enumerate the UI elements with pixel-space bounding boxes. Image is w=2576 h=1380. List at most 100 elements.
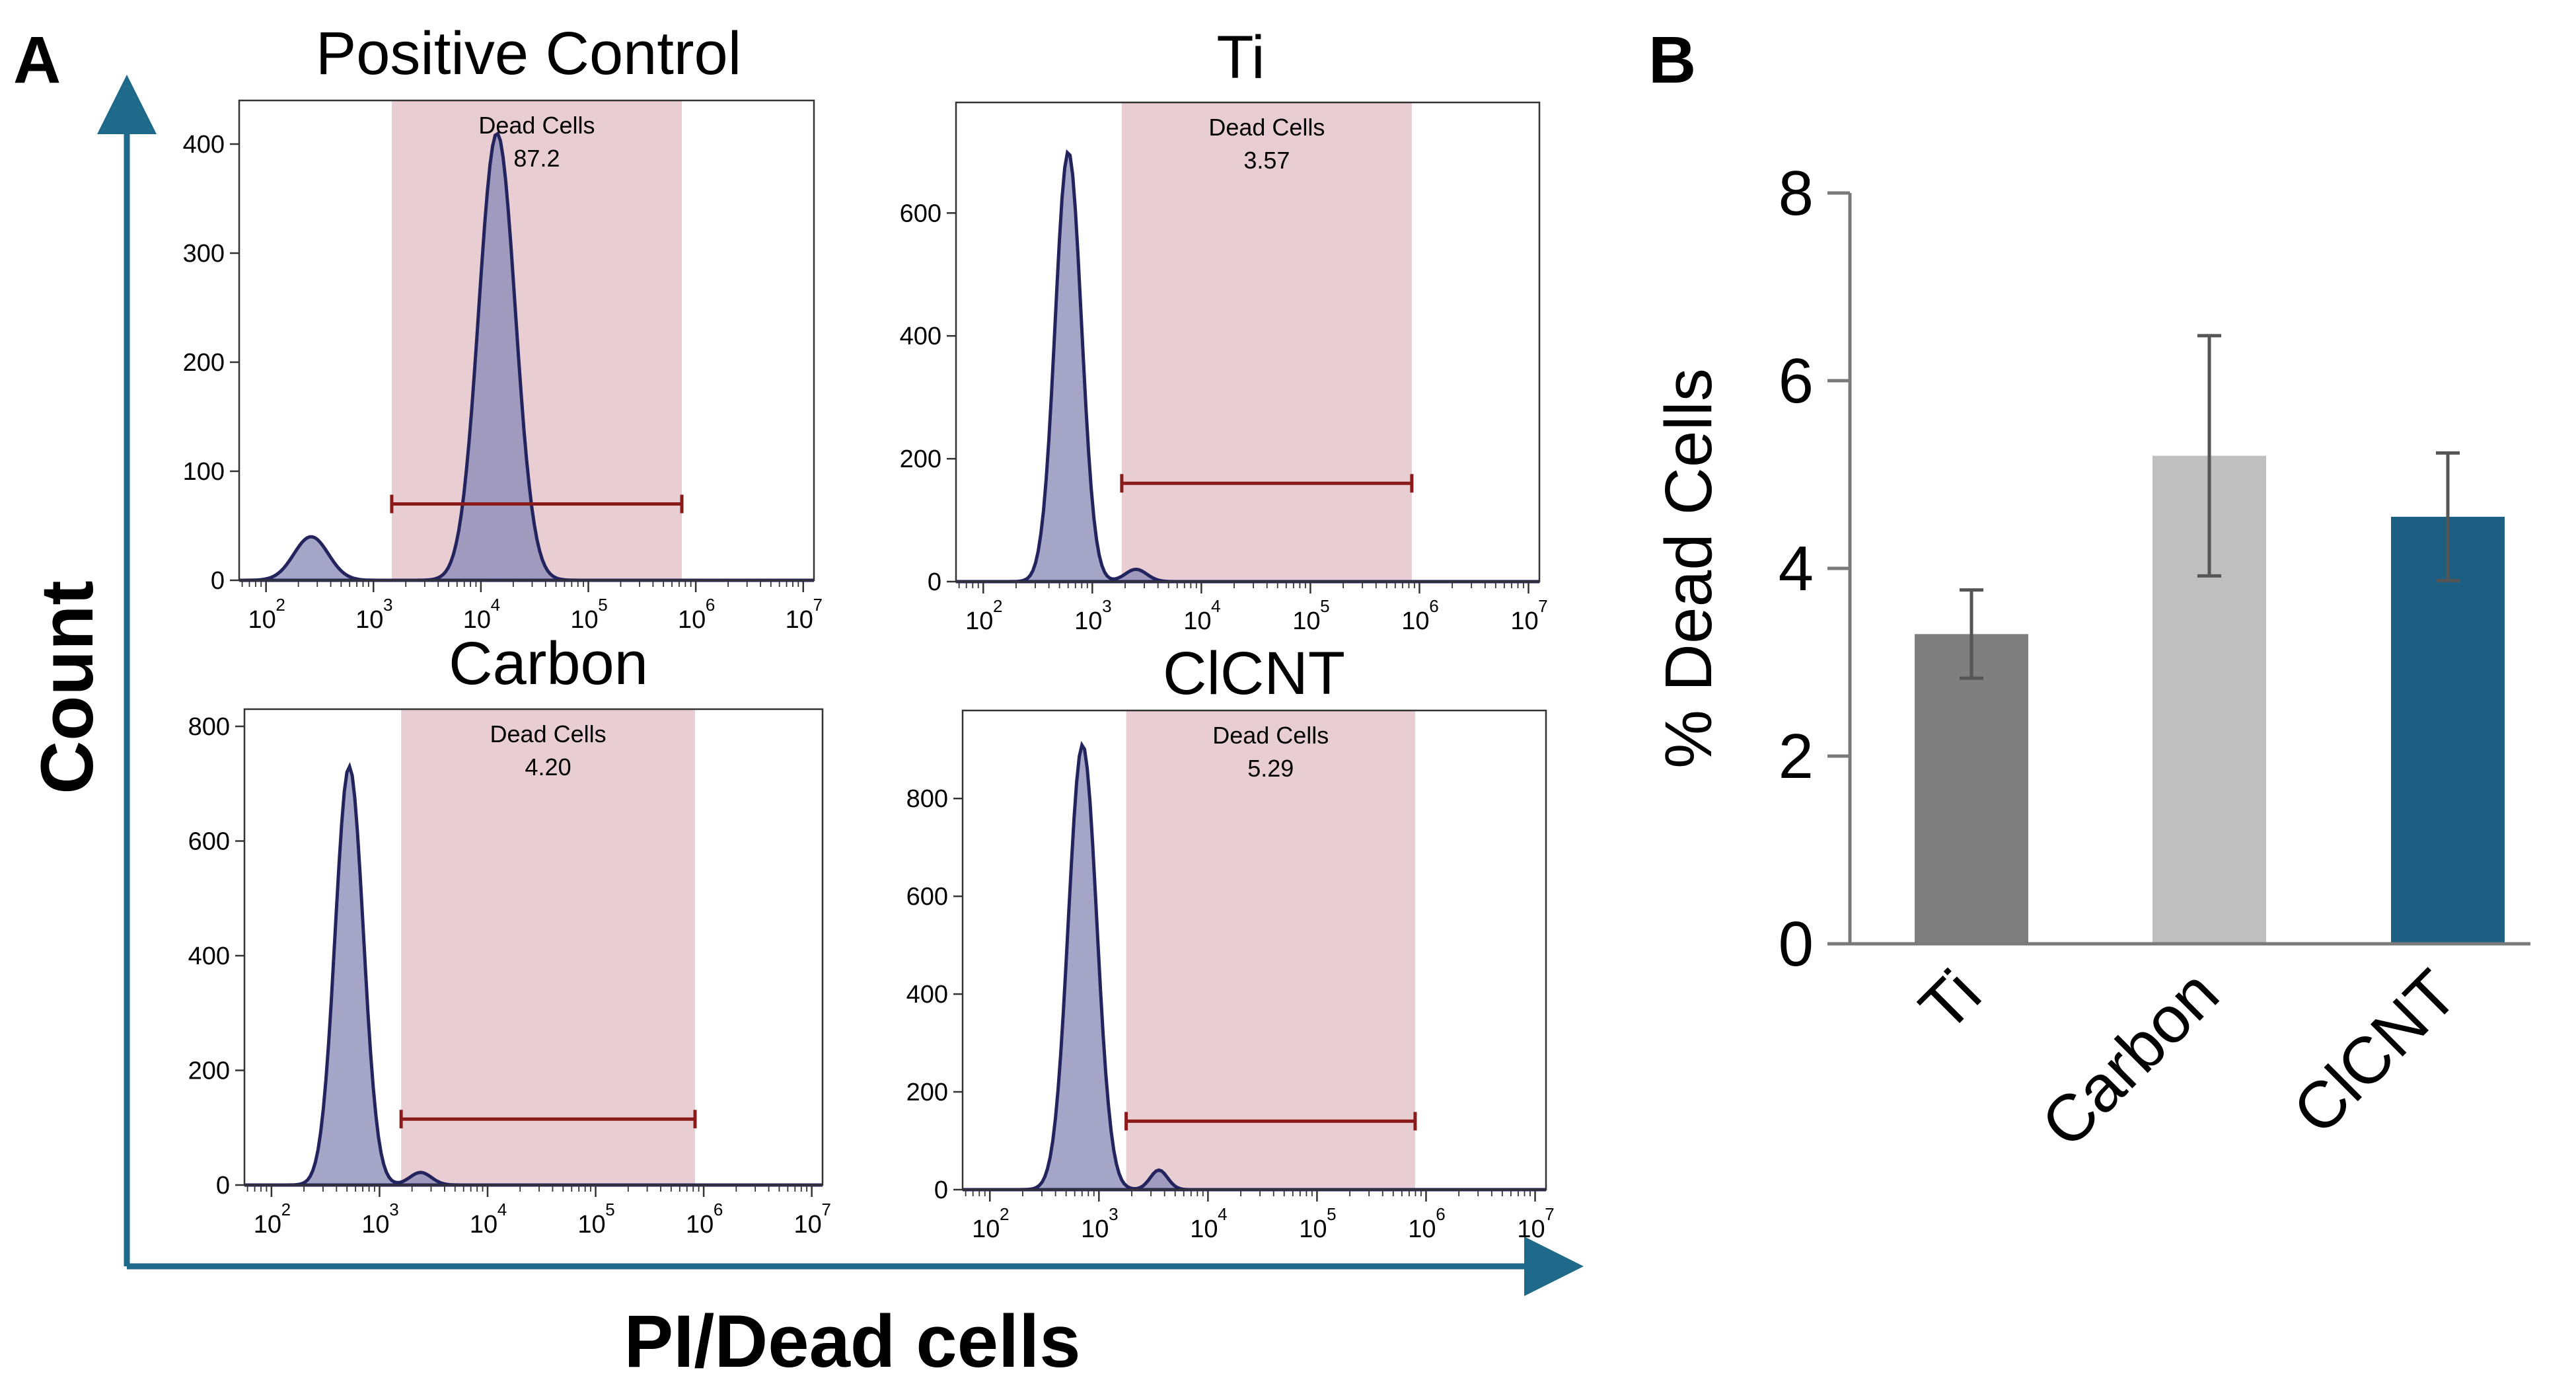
x-tick-base: 10 xyxy=(463,606,491,634)
gate-region xyxy=(1126,710,1415,1190)
x-tick-exponent: 2 xyxy=(993,596,1002,616)
x-tick-base: 10 xyxy=(1190,1215,1218,1243)
x-tick-base: 10 xyxy=(1292,607,1320,635)
gate-region xyxy=(401,709,696,1185)
gate-label: Dead Cells xyxy=(490,720,607,748)
x-tick-base: 10 xyxy=(1183,607,1211,635)
x-tick-label: Ti xyxy=(1905,956,1995,1045)
gate-value: 3.57 xyxy=(1243,147,1290,174)
y-tick-label: 400 xyxy=(900,323,941,350)
x-tick-base: 10 xyxy=(786,606,813,634)
flow-panel-title: Positive Control xyxy=(316,20,741,87)
flow-panel-positive-control: Dead Cells 87.2 Positive Control 0 100 200 300… xyxy=(183,20,823,634)
x-tick-exponent: 3 xyxy=(389,1200,398,1219)
x-tick-base: 10 xyxy=(1299,1215,1327,1243)
flow-panel-title: ClCNT xyxy=(1163,640,1345,707)
x-tick-base: 10 xyxy=(577,1211,605,1239)
plot-frame xyxy=(961,709,1547,1191)
flow-panel-title: Carbon xyxy=(449,630,648,697)
x-tick-exponent: 5 xyxy=(1327,1204,1336,1224)
plot-frame xyxy=(238,99,815,582)
x-tick-exponent: 4 xyxy=(1211,596,1220,616)
y-tick-label: 100 xyxy=(183,458,225,486)
x-tick-label: ClCNT xyxy=(2279,956,2471,1148)
x-tick-base: 10 xyxy=(1074,607,1102,635)
x-tick-base: 10 xyxy=(686,1211,714,1239)
flow-panel-clcnt: Dead Cells5.29ClCNT020040060080010210310… xyxy=(906,640,1555,1243)
y-tick-label: 0 xyxy=(216,1172,230,1200)
y-tick-label: 400 xyxy=(188,942,230,970)
y-tick-label: 200 xyxy=(906,1079,948,1106)
y-tick-label: 400 xyxy=(183,131,225,159)
y-tick-label: 0 xyxy=(928,568,941,596)
x-tick-exponent: 6 xyxy=(1436,1204,1445,1224)
x-tick-exponent: 7 xyxy=(821,1200,830,1219)
y-tick-label: 200 xyxy=(900,445,941,473)
panel-label-b: B xyxy=(1648,23,1696,97)
x-tick-exponent: 2 xyxy=(281,1200,291,1219)
x-tick-base: 10 xyxy=(470,1211,497,1239)
y-tick-label: 6 xyxy=(1779,346,1814,416)
x-tick-base: 10 xyxy=(794,1211,822,1239)
x-tick-base: 10 xyxy=(355,606,383,634)
gate-value: 87.2 xyxy=(513,145,560,172)
y-tick-label: 800 xyxy=(188,713,230,741)
bar-chart-dead-cells: Ti Carbon ClCNT 0 2 4 6 8 % Dead Cells xyxy=(1652,158,2530,1161)
bar-clcnt xyxy=(2391,516,2505,944)
x-tick-base: 10 xyxy=(965,607,993,635)
gate-label: Dead Cells xyxy=(1212,722,1329,749)
y-tick-label: 800 xyxy=(906,785,948,813)
x-tick-exponent: 7 xyxy=(1545,1204,1554,1224)
x-tick-base: 10 xyxy=(678,606,706,634)
y-tick-label: 200 xyxy=(183,349,225,377)
x-tick-base: 10 xyxy=(1517,1215,1545,1243)
y-tick-label: 0 xyxy=(1779,909,1814,979)
y-tick-label: 600 xyxy=(906,883,948,911)
x-tick-exponent: 5 xyxy=(605,1200,614,1219)
x-tick-exponent: 4 xyxy=(491,595,500,615)
x-tick-base: 10 xyxy=(1401,607,1429,635)
x-tick-base: 10 xyxy=(1408,1215,1436,1243)
y-tick-label: 400 xyxy=(906,981,948,1009)
y-tick-label: 300 xyxy=(183,240,225,268)
y-tick-label: 200 xyxy=(188,1057,230,1085)
x-tick-exponent: 5 xyxy=(598,595,607,615)
y-tick-label: 0 xyxy=(934,1176,948,1204)
x-tick-base: 10 xyxy=(570,606,598,634)
x-tick-exponent: 4 xyxy=(497,1200,507,1219)
y-axis-label: % Dead Cells xyxy=(1652,368,1726,769)
y-tick-label: 2 xyxy=(1779,721,1814,792)
y-tick-label: 8 xyxy=(1779,158,1814,229)
x-tick-exponent: 7 xyxy=(813,595,823,615)
x-tick-exponent: 3 xyxy=(1109,1204,1118,1224)
y-tick-label: 4 xyxy=(1779,533,1814,604)
x-tick-exponent: 2 xyxy=(276,595,285,615)
x-tick-exponent: 6 xyxy=(714,1200,723,1219)
panel-a-y-axis-label: Count xyxy=(26,580,108,794)
gate-value: 5.29 xyxy=(1247,755,1294,782)
x-tick-base: 10 xyxy=(361,1211,389,1239)
flow-panel-ti: Dead Cells3.57Ti020040060010210310410510… xyxy=(900,24,1548,635)
bar-ti xyxy=(1915,634,2028,944)
x-tick-base: 10 xyxy=(1081,1215,1109,1243)
flow-panel-carbon: Dead Cells4.20Carbon02004006008001021031… xyxy=(188,630,831,1239)
y-tick-label: 600 xyxy=(900,200,941,227)
x-tick-exponent: 5 xyxy=(1320,596,1329,616)
x-tick-exponent: 7 xyxy=(1538,596,1547,616)
gate-region xyxy=(1121,102,1412,582)
x-tick-base: 10 xyxy=(248,606,276,634)
x-tick-base: 10 xyxy=(972,1215,1000,1243)
flow-panel-title: Ti xyxy=(1216,24,1265,91)
x-tick-exponent: 3 xyxy=(1102,596,1111,616)
y-tick-label: 0 xyxy=(211,567,225,595)
x-tick-label: Carbon xyxy=(2027,956,2232,1161)
gate-region xyxy=(391,100,682,580)
plot-frame xyxy=(955,101,1541,583)
x-tick-exponent: 2 xyxy=(1000,1204,1009,1224)
y-tick-label: 600 xyxy=(188,828,230,856)
x-tick-exponent: 4 xyxy=(1218,1204,1227,1224)
plot-frame xyxy=(243,708,824,1186)
panel-label-a: A xyxy=(13,23,61,97)
x-tick-exponent: 6 xyxy=(1429,596,1438,616)
